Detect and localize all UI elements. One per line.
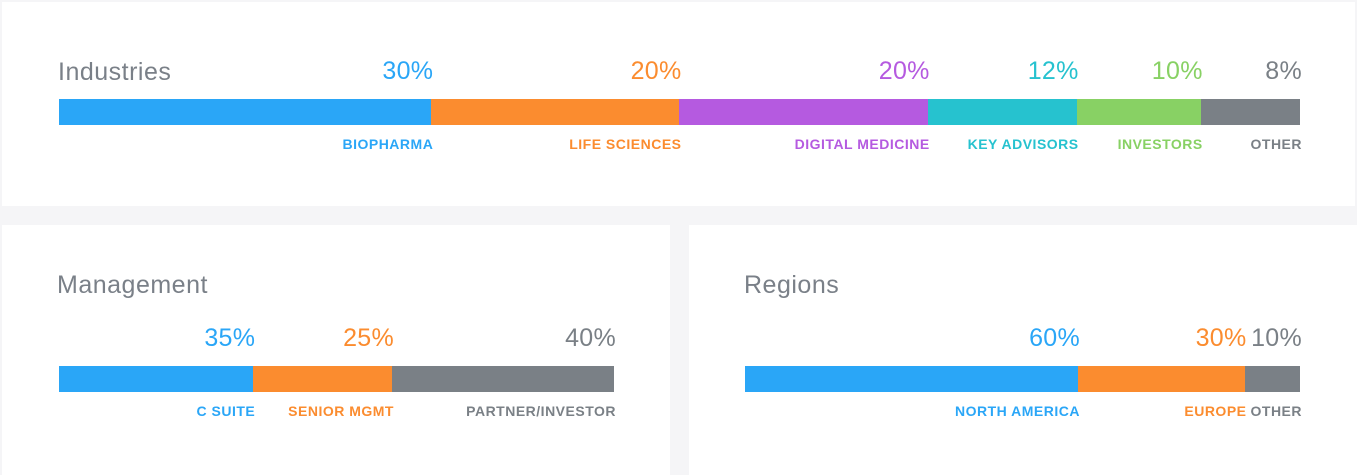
industries-percent-biopharma: 30% [382,57,434,85]
regions-segment-north-america [745,366,1078,392]
industries-label-biopharma: BIOPHARMA [342,136,434,152]
industries-segment-investors [1076,99,1201,125]
management-segment-partner-investor [392,366,614,392]
industries-label-key-advisors: KEY ADVISORS [967,136,1079,152]
management-label-c-suite: C SUITE [196,403,256,419]
management-stacked-bar [59,366,614,392]
management-percent-partner-investor: 40% [565,324,616,352]
industries-percent-life-sciences: 20% [630,57,682,85]
industries-card: Industries 30% BIOPHARMA 20% LIFE SCIENCES 2… [2,2,1355,206]
regions-title: Regions [744,271,840,299]
management-percent-senior-mgmt: 25% [343,324,394,352]
industries-label-investors: INVESTORS [1117,136,1203,152]
management-percent-c-suite: 35% [204,324,256,352]
regions-percent-north-america: 60% [1029,324,1080,352]
industries-segment-digital-medicine [679,99,928,125]
management-card: Management 35% C SUITE 25% SENIOR MGMT 40% PA… [2,225,670,475]
management-segment-c-suite [59,366,254,392]
regions-segment-europe [1078,366,1245,392]
industries-stacked-bar [59,99,1300,125]
industries-label-other: OTHER [1250,136,1302,152]
regions-percent-other: 10% [1251,324,1302,352]
regions-label-other: OTHER [1250,403,1302,419]
regions-label-europe: EUROPE [1184,403,1247,419]
industries-label-life-sciences: LIFE SCIENCES [569,136,682,152]
industries-title: Industries [58,58,172,86]
industries-segment-other [1200,99,1300,125]
management-segment-senior-mgmt [253,366,392,392]
industries-label-digital-medicine: DIGITAL MEDICINE [794,136,930,152]
industries-percent-key-advisors: 12% [1027,57,1079,85]
industries-percent-other: 8% [1265,57,1302,85]
industries-segment-life-sciences [431,99,680,125]
management-label-partner-investor: PARTNER/INVESTOR [466,403,616,419]
industries-segment-biopharma [59,99,432,125]
regions-segment-other [1244,366,1300,392]
industries-segment-key-advisors [927,99,1077,125]
industries-percent-investors: 10% [1151,57,1203,85]
management-label-senior-mgmt: SENIOR MGMT [288,403,394,419]
regions-label-north-america: NORTH AMERICA [955,403,1080,419]
management-title: Management [57,271,208,299]
regions-stacked-bar [745,366,1300,392]
regions-card: Regions 60% NORTH AMERICA 30% EUROPE 10% OTHE… [689,225,1357,475]
regions-percent-europe: 30% [1195,324,1247,352]
industries-percent-digital-medicine: 20% [878,57,930,85]
